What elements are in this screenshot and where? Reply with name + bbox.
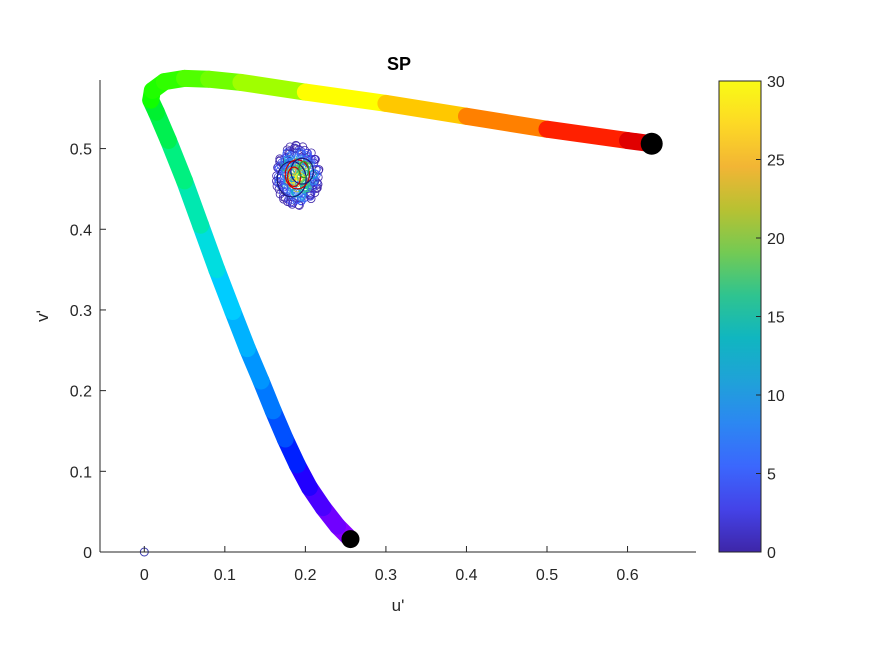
colorbar-tick-label: 25 xyxy=(767,153,785,170)
scatter-point xyxy=(294,147,304,157)
plot-area xyxy=(139,69,663,557)
locus-start-marker xyxy=(341,530,360,549)
scatter-point xyxy=(281,156,291,166)
scatter-point xyxy=(285,142,295,152)
scatter-point xyxy=(307,170,317,180)
scatter-point xyxy=(300,145,310,155)
x-axis-label: u' xyxy=(392,596,405,615)
x-tick-label: 0 xyxy=(140,567,149,584)
scatter-point xyxy=(285,146,295,156)
scatter-point xyxy=(302,161,312,171)
scatter-point xyxy=(288,198,297,207)
y-tick-label: 0.3 xyxy=(70,303,92,320)
scatter-point xyxy=(294,200,303,210)
y-tick-label: 0 xyxy=(83,545,92,562)
scatter-point xyxy=(279,194,289,204)
colorbar-tick-label: 0 xyxy=(767,545,776,562)
scatter-point xyxy=(287,180,297,190)
y-tick-label: 0.5 xyxy=(70,142,92,159)
locus-segment xyxy=(296,83,395,112)
locus-segment xyxy=(457,107,556,138)
y-ticks: 0 0.1 0.2 0.3 0.4 0.5 xyxy=(70,142,106,562)
scatter-point xyxy=(285,149,294,158)
scatter-point xyxy=(291,141,301,151)
y-tick-label: 0.2 xyxy=(70,384,92,401)
ellipse xyxy=(290,157,315,185)
y-tick-label: 0.4 xyxy=(70,222,92,239)
scatter-point xyxy=(278,187,288,197)
y-tick-label: 0.1 xyxy=(70,464,92,481)
axes xyxy=(99,80,696,553)
colorbar-ticks: 0 5 10 15 20 25 30 xyxy=(756,74,785,562)
scatter-point xyxy=(296,146,306,156)
x-tick-label: 0.6 xyxy=(616,567,638,584)
scatter-point xyxy=(291,144,301,154)
scatter-point xyxy=(275,154,285,164)
scatter-point xyxy=(286,154,296,164)
colorbar-tick-label: 30 xyxy=(767,74,785,91)
locus-segment xyxy=(377,94,475,125)
chart-title: SP xyxy=(387,54,411,74)
x-tick-label: 0.1 xyxy=(214,567,236,584)
spectral-locus xyxy=(142,69,661,548)
locus-end-marker xyxy=(640,132,663,155)
scatter-cluster xyxy=(272,140,324,210)
x-tick-label: 0.5 xyxy=(536,567,558,584)
x-ticks: 0 0.1 0.2 0.3 0.4 0.5 0.6 xyxy=(140,546,639,584)
scatter-point xyxy=(275,156,285,166)
scatter-point xyxy=(279,182,289,192)
colorbar-tick-label: 15 xyxy=(767,310,785,327)
locus-segment xyxy=(538,120,637,150)
markers xyxy=(139,132,663,557)
colorbar-tick-label: 5 xyxy=(767,467,776,484)
ellipse xyxy=(287,166,302,188)
scatter-point xyxy=(311,155,320,164)
scatter-point xyxy=(296,196,306,205)
x-tick-label: 0.3 xyxy=(375,567,397,584)
colorbar: 0 5 10 15 20 25 30 xyxy=(718,74,785,562)
colorbar-gradient xyxy=(718,80,762,553)
x-tick-label: 0.4 xyxy=(455,567,477,584)
scatter-point xyxy=(310,188,320,198)
locus-segment xyxy=(232,73,314,101)
x-tick-label: 0.2 xyxy=(294,567,316,584)
ellipse xyxy=(298,160,310,179)
scatter-point xyxy=(312,183,322,193)
scatter-point xyxy=(285,195,295,205)
y-axis-label: v' xyxy=(33,310,52,322)
colorbar-tick-label: 20 xyxy=(767,231,785,248)
ellipses xyxy=(276,157,315,198)
colorbar-tick-label: 10 xyxy=(767,388,785,405)
